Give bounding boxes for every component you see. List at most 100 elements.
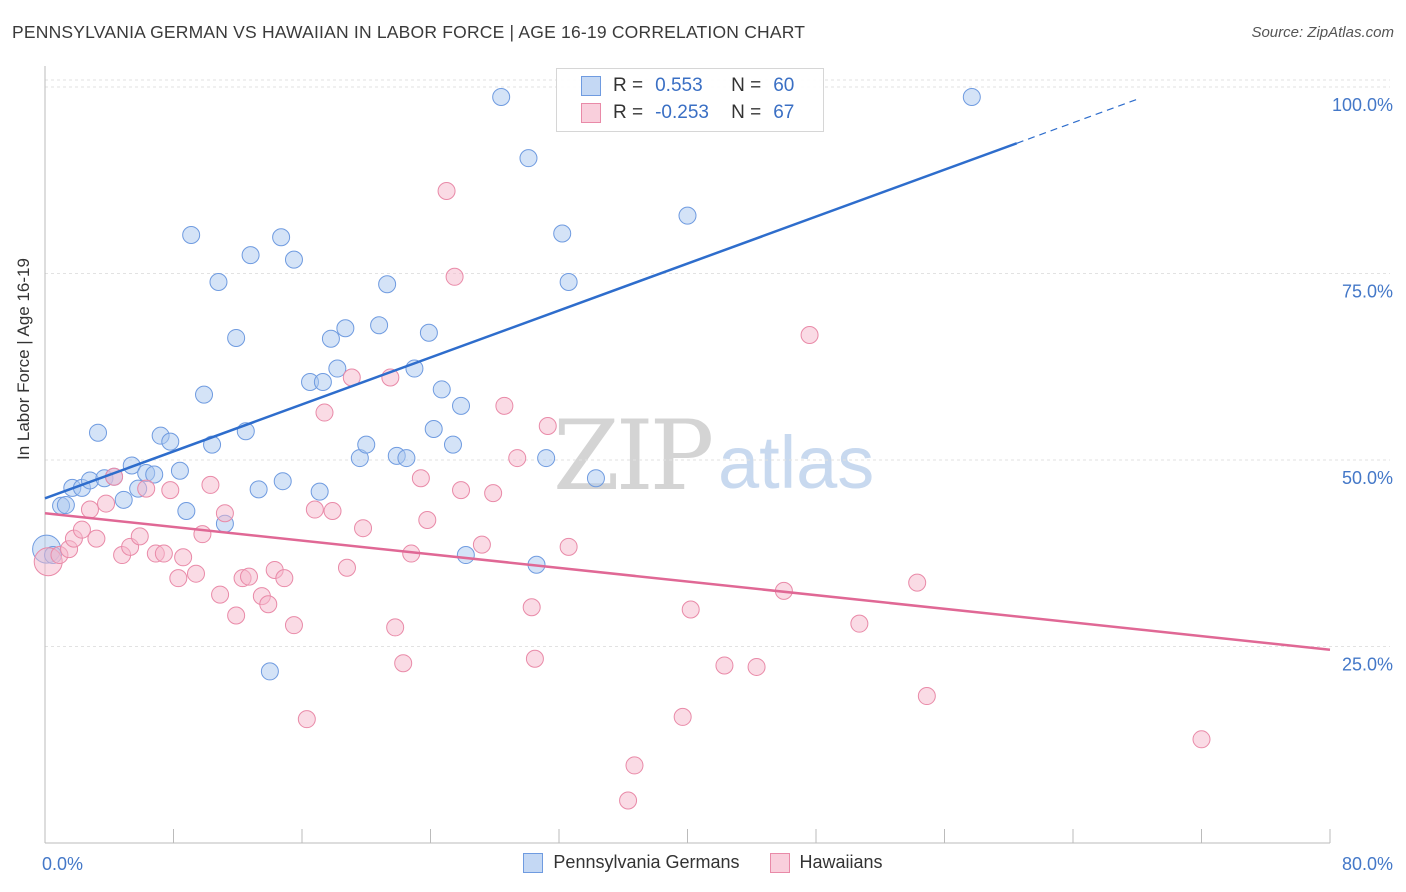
legend-r-label: R = (613, 102, 644, 123)
data-point-pennsylvania-german (586, 469, 605, 488)
legend-swatch-blue (523, 852, 544, 873)
legend-n-label: N = (731, 75, 762, 96)
data-point-pennsylvania-german (284, 250, 303, 269)
legend-item-pennsylvania-germans: Pennsylvania Germans (523, 852, 740, 873)
source-label: Source: ZipAtlas.com (1251, 24, 1394, 41)
data-point-hawaiian (508, 449, 527, 468)
legend-label-pennsylvania-germans: Pennsylvania Germans (553, 852, 740, 872)
data-point-pennsylvania-german (241, 246, 260, 265)
data-point-pennsylvania-german (370, 316, 389, 335)
data-point-hawaiian (215, 504, 234, 523)
data-point-pennsylvania-german (249, 480, 268, 499)
data-point-pennsylvania-german (182, 226, 201, 245)
data-point-hawaiian (850, 614, 869, 633)
data-point-pennsylvania-german (378, 275, 397, 294)
data-point-pennsylvania-german (177, 502, 196, 521)
data-point-pennsylvania-german (962, 88, 981, 106)
data-point-pennsylvania-german (492, 88, 511, 106)
data-point-hawaiian (297, 710, 316, 729)
data-point-hawaiian (275, 569, 294, 588)
data-point-hawaiian (715, 656, 734, 675)
data-point-hawaiian (130, 527, 149, 546)
y-tick-label: 75.0% (1342, 282, 1393, 302)
data-point-pennsylvania-german (553, 224, 572, 243)
data-point-pennsylvania-german (114, 490, 133, 509)
data-point-hawaiian (337, 558, 356, 577)
legend-n-label: N = (731, 102, 762, 123)
y-tick-label: 100.0% (1332, 95, 1393, 115)
data-point-pennsylvania-german (419, 323, 438, 342)
trend-line-pennsylvania-german (44, 142, 1018, 500)
data-point-pennsylvania-german (456, 546, 475, 565)
legend-n-value: 67 (773, 102, 795, 123)
data-point-hawaiian (445, 267, 464, 286)
data-point-pennsylvania-german (397, 449, 416, 468)
legend-row-pennsylvania-germans: R = 0.553 N = 60 (581, 74, 794, 98)
data-point-pennsylvania-german (161, 432, 180, 451)
data-point-pennsylvania-german (424, 419, 443, 438)
data-point-pennsylvania-german (328, 359, 347, 378)
data-point-pennsylvania-german (537, 449, 556, 468)
data-point-hawaiian (484, 484, 503, 503)
data-point-pennsylvania-german (195, 385, 214, 404)
data-point-hawaiian (800, 325, 819, 344)
legend-label-hawaiians: Hawaiians (799, 852, 883, 872)
data-point-pennsylvania-german (313, 372, 332, 391)
trend-line-hawaiian (44, 512, 1331, 652)
data-point-pennsylvania-german (260, 662, 279, 681)
data-point-hawaiian (201, 475, 220, 494)
chart-title: PENNSYLVANIA GERMAN VS HAWAIIAN IN LABOR… (12, 22, 806, 42)
data-point-pennsylvania-german (559, 273, 578, 292)
data-point-hawaiian (522, 598, 541, 617)
watermark-zip: ZIP (553, 400, 714, 512)
legend-item-hawaiians: Hawaiians (769, 852, 883, 873)
y-axis-label: In Labor Force | Age 16-19 (14, 258, 33, 460)
data-point-pennsylvania-german (89, 423, 108, 442)
data-point-hawaiian (315, 403, 334, 422)
data-point-hawaiian (154, 544, 173, 563)
data-point-hawaiian (97, 494, 116, 513)
data-point-hawaiian (673, 707, 692, 726)
legend-r-value: 0.553 (655, 75, 703, 96)
data-point-hawaiian (72, 520, 91, 539)
data-point-pennsylvania-german (273, 472, 292, 491)
watermark-atlas: atlas (718, 421, 875, 504)
data-point-hawaiian (227, 606, 246, 625)
data-point-pennsylvania-german (357, 435, 376, 454)
data-point-pennsylvania-german (227, 328, 246, 347)
data-point-hawaiian (239, 567, 258, 586)
data-point-hawaiian (211, 585, 230, 604)
data-point-pennsylvania-german (310, 482, 329, 501)
data-point-hawaiian (538, 416, 557, 435)
data-point-hawaiian (386, 618, 405, 637)
data-point-pennsylvania-german (209, 273, 228, 292)
data-point-hawaiian (619, 791, 638, 810)
data-point-pennsylvania-german (336, 319, 355, 338)
data-point-pennsylvania-german (678, 206, 697, 225)
data-point-hawaiian (418, 510, 437, 529)
data-point-hawaiian (305, 500, 324, 519)
data-point-pennsylvania-german (519, 149, 538, 168)
series-legend: Pennsylvania Germans Hawaiians (0, 852, 1406, 873)
data-point-pennsylvania-german (170, 461, 189, 480)
data-point-hawaiian (437, 181, 456, 200)
data-point-hawaiian (495, 396, 514, 415)
data-point-hawaiian (394, 654, 413, 673)
data-point-hawaiian (472, 535, 491, 554)
data-point-hawaiian (161, 481, 180, 500)
data-point-pennsylvania-german (145, 465, 164, 484)
data-point-hawaiian (354, 519, 373, 538)
correlation-legend: R = 0.553 N = 60 R = -0.253 N = 67 (556, 68, 824, 132)
data-point-pennsylvania-german (443, 435, 462, 454)
legend-row-hawaiians: R = -0.253 N = 67 (581, 101, 794, 125)
data-point-pennsylvania-german (56, 496, 75, 515)
data-point-hawaiian (174, 548, 193, 567)
x-tick-label-min: 0.0% (42, 854, 83, 874)
data-point-hawaiian (747, 657, 766, 676)
data-point-hawaiian (80, 500, 99, 519)
trend-line-extension-pennsylvania-german (1016, 98, 1138, 144)
y-tick-label: 50.0% (1342, 468, 1393, 488)
data-point-hawaiian (411, 469, 430, 488)
data-point-pennsylvania-german (432, 380, 451, 399)
